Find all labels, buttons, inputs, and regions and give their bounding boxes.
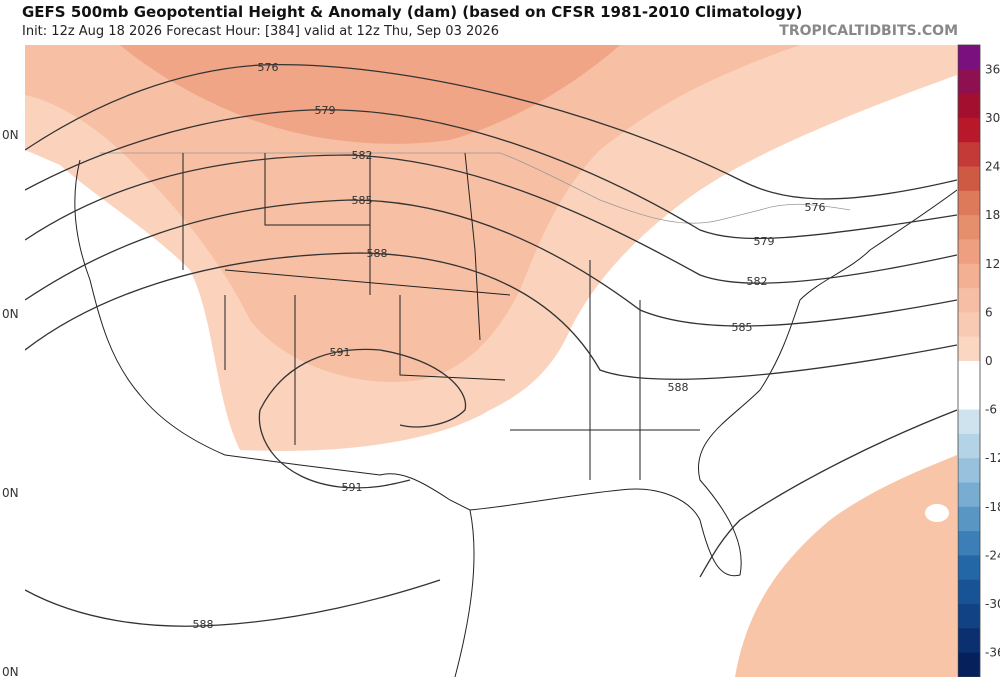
colorbar-swatch — [958, 482, 980, 508]
contour-label: 579 — [754, 235, 775, 248]
contour-label: 582 — [352, 149, 373, 162]
colorbar-swatch — [958, 69, 980, 95]
anomaly-dark — [120, 45, 620, 144]
colorbar-swatch — [958, 336, 980, 362]
colorbar-swatch — [958, 117, 980, 143]
colorbar-swatch — [958, 409, 980, 435]
colorbar-swatch — [958, 190, 980, 216]
colorbar-swatch — [958, 628, 980, 654]
anomaly-southeast — [735, 455, 957, 677]
colorbar-label: -36 — [985, 646, 1000, 660]
canada-border — [100, 152, 851, 224]
state-lines — [182, 152, 700, 480]
colorbar-swatch — [958, 45, 980, 70]
colorbar-swatch — [958, 215, 980, 240]
contour-label: 588 — [193, 618, 214, 631]
contour-label: 576 — [258, 61, 279, 74]
contour-label: 576 — [805, 201, 826, 214]
colorbar-frame — [957, 44, 981, 677]
colorbar-swatch — [958, 239, 980, 265]
colorbar-swatch — [958, 312, 980, 338]
colorbar-swatch — [958, 579, 980, 605]
colorbar-swatch — [958, 361, 980, 386]
anomaly-hole — [925, 504, 949, 522]
colorbar-label: -12 — [985, 451, 1000, 465]
lat-label: 0N — [2, 665, 19, 677]
contour-label: 591 — [342, 481, 363, 494]
map-title: GEFS 500mb Geopotential Height & Anomaly… — [22, 3, 803, 21]
contour-582 — [25, 154, 957, 284]
colorbar-label: -30 — [985, 597, 1000, 611]
colorbar-swatch — [958, 288, 980, 313]
anomaly-mid — [25, 45, 800, 382]
colorbar-swatch — [958, 93, 980, 119]
lat-label: 0N — [2, 486, 19, 500]
colorbar-swatch — [958, 142, 980, 168]
colorbar-swatch — [958, 458, 980, 484]
watermark: TROPICALTIDBITS.COM — [779, 23, 958, 39]
colorbar-swatch — [958, 531, 980, 556]
colorbar-label: 6 — [985, 305, 993, 319]
colorbar-label: 12 — [985, 257, 1000, 271]
colorbar-label: -6 — [985, 403, 997, 417]
colorbar: 36 30 24 18 12 6 0 -6 -12 -18 -24 -30 -36 — [957, 44, 1000, 677]
colorbar-label: 18 — [985, 208, 1000, 222]
contour-585 — [25, 199, 957, 327]
contour-label: 585 — [352, 194, 373, 207]
gulf-coast — [454, 189, 957, 677]
lat-label: 0N — [2, 128, 19, 142]
contour-588 — [25, 252, 957, 380]
us-west-coast — [74, 159, 226, 456]
colorbar-swatch — [958, 385, 980, 411]
contour-label: 579 — [315, 104, 336, 117]
colorbar-label: 36 — [985, 62, 1000, 76]
colorbar-swatch — [958, 506, 980, 532]
colorbar-swatch — [958, 604, 980, 629]
contour-label: 591 — [330, 346, 351, 359]
colorbar-label: 30 — [985, 111, 1000, 125]
contour-591 — [258, 348, 467, 489]
contour-label: 588 — [367, 247, 388, 260]
colorbar-swatch — [958, 166, 980, 192]
mexico-border — [224, 454, 471, 511]
colorbar-label: 0 — [985, 354, 993, 368]
contour-588-south — [25, 409, 957, 627]
contour-label: 585 — [732, 321, 753, 334]
colorbar-swatch — [958, 263, 980, 289]
colorbar-label: -18 — [985, 500, 1000, 514]
init-line: Init: 12z Aug 18 2026 Forecast Hour: [38… — [22, 24, 500, 39]
colorbar-swatch — [958, 555, 980, 581]
contour-label: 588 — [668, 381, 689, 394]
contour-576 — [25, 64, 957, 200]
lat-label: 0N — [2, 307, 19, 321]
colorbar-label: -24 — [985, 548, 1000, 562]
colorbar-label: 24 — [985, 160, 1000, 174]
colorbar-swatch — [958, 652, 980, 677]
colorbar-swatch — [958, 433, 980, 459]
contour-label: 582 — [747, 275, 768, 288]
map-area — [25, 45, 957, 677]
contour-579 — [25, 109, 957, 240]
